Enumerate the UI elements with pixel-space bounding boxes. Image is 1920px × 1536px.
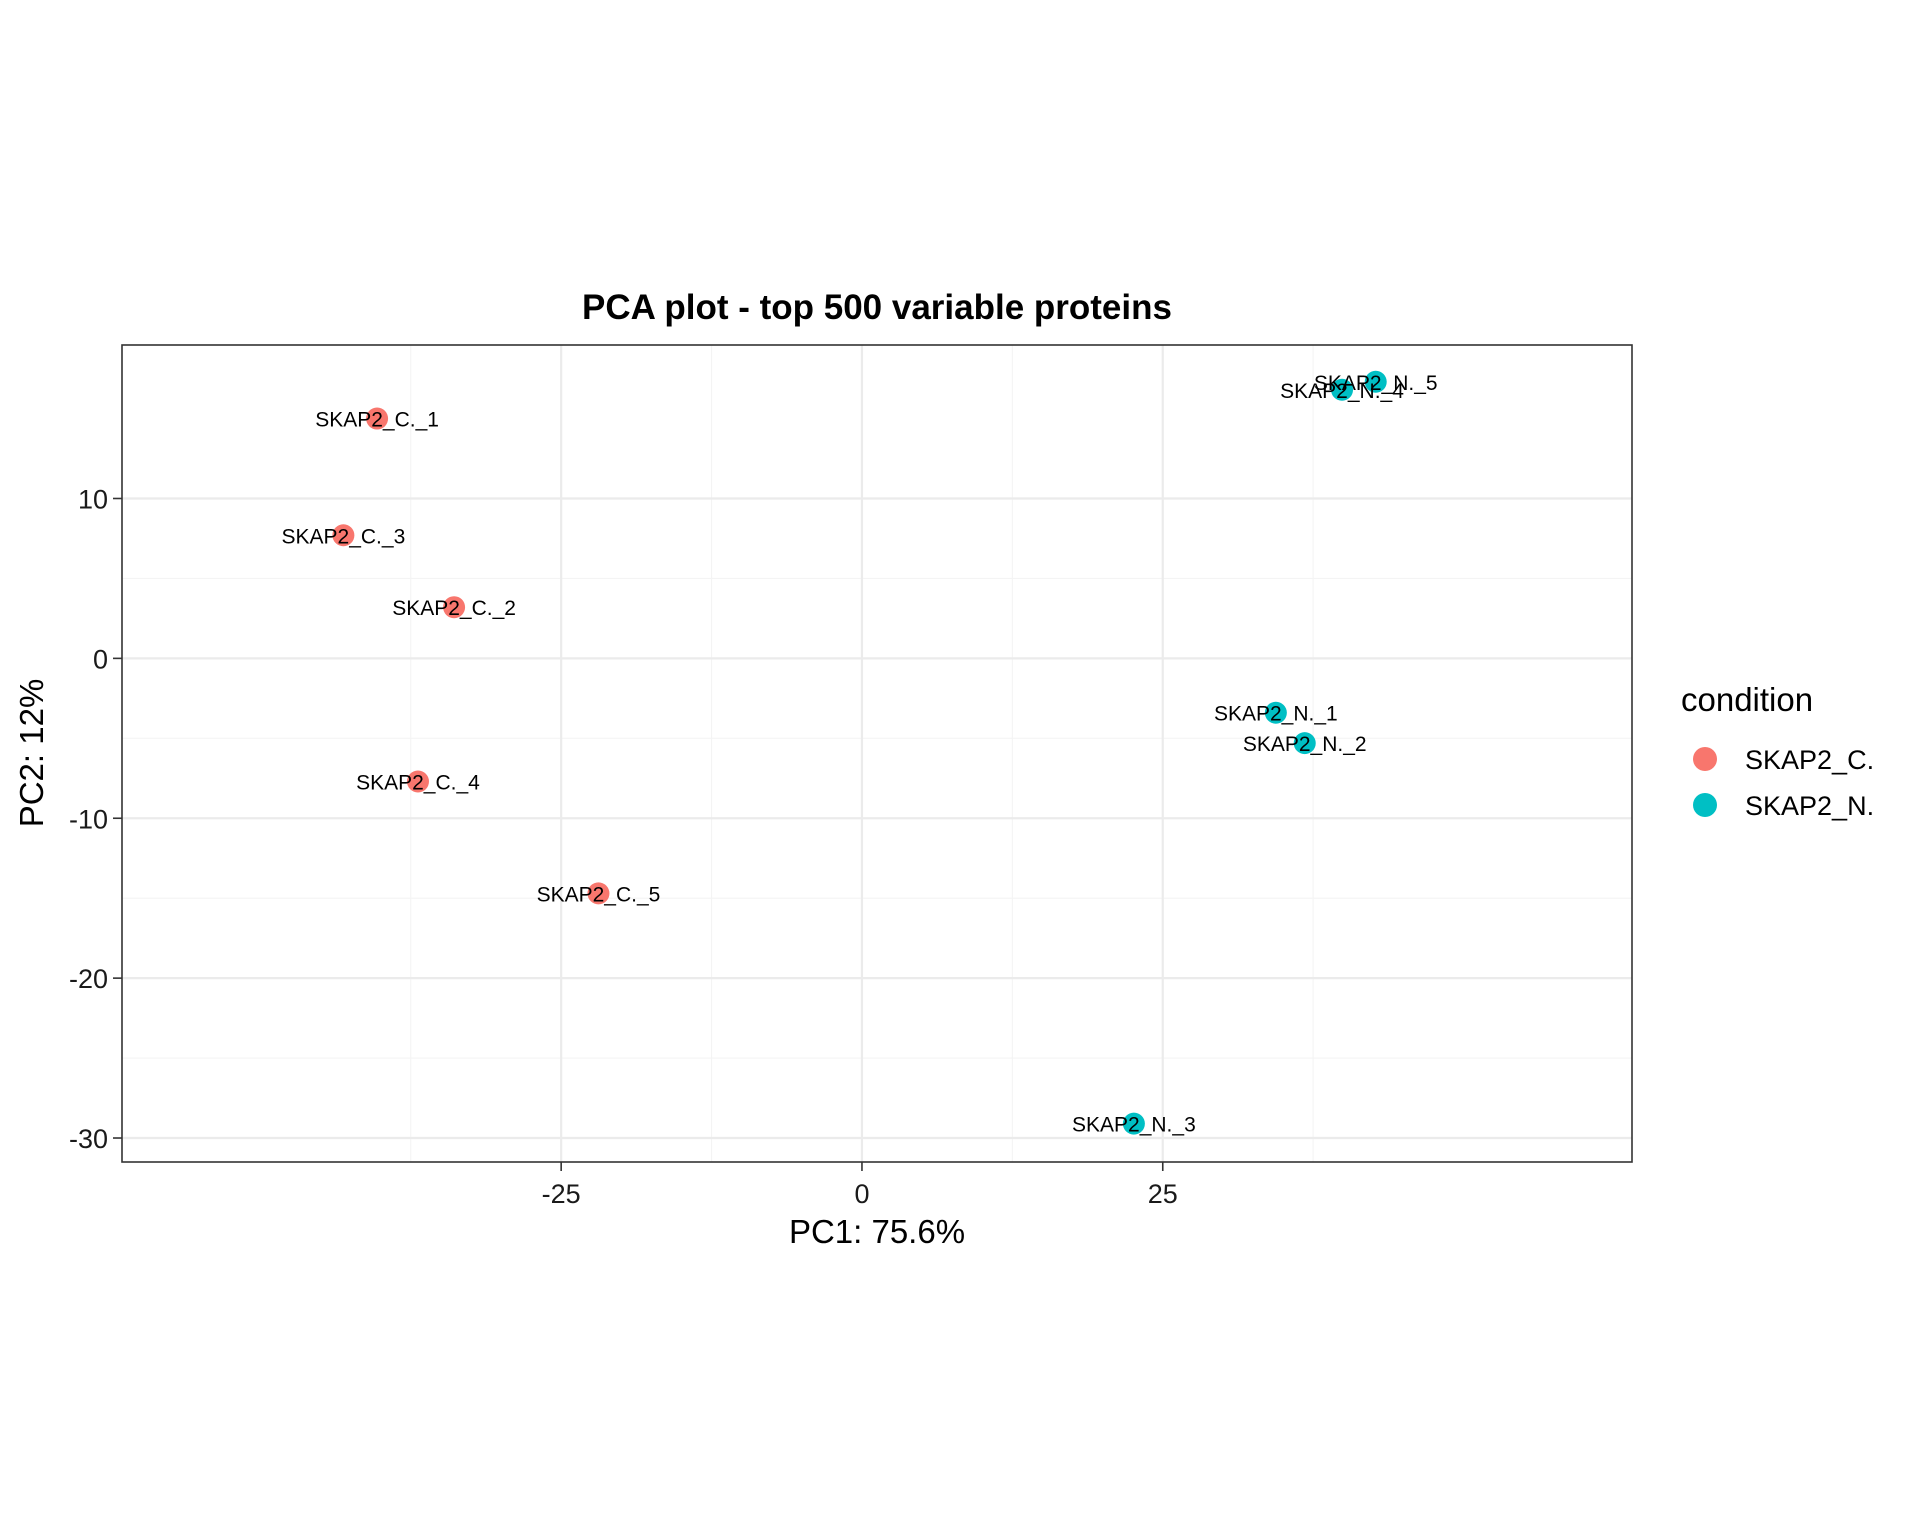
point-label: SKAP2_N._2	[1243, 733, 1367, 756]
point-label: SKAP2_N._3	[1072, 1114, 1196, 1137]
data-point	[1264, 701, 1287, 724]
point-label: SKAP2_C._5	[537, 883, 661, 906]
legend: condition SKAP2_C. SKAP2_N.	[1681, 681, 1874, 821]
y-tick-label: 10	[78, 484, 108, 514]
y-axis-title: PC2: 12%	[13, 679, 50, 828]
point-label: SKAP2_C._1	[315, 409, 439, 432]
y-tick-label: -30	[69, 1124, 108, 1154]
legend-label: SKAP2_C.	[1745, 745, 1874, 775]
axis-ticks: -25 0 25 10 0 -10 -20 -30	[69, 484, 1178, 1209]
data-points	[332, 370, 1387, 1135]
data-point	[587, 882, 610, 905]
y-tick-label: -10	[69, 804, 108, 834]
x-tick-label: 25	[1148, 1179, 1178, 1209]
x-axis-title: PC1: 75.6%	[789, 1213, 965, 1250]
data-point	[443, 596, 466, 619]
chart-title: PCA plot - top 500 variable proteins	[582, 288, 1172, 327]
data-point	[1364, 370, 1387, 393]
point-labels: SKAP2_C._1 SKAP2_C._3 SKAP2_C._2 SKAP2_C._4…	[282, 372, 1438, 1137]
point-label: SKAP2_C._3	[282, 525, 406, 548]
point-label: SKAP2_N._4	[1280, 380, 1404, 403]
legend-key	[1693, 793, 1717, 817]
data-point	[1331, 378, 1354, 401]
plot-panel-border	[121, 344, 1633, 1163]
y-tick-label: -20	[69, 964, 108, 994]
point-label: SKAP2_C._2	[392, 597, 516, 620]
legend-title: condition	[1681, 681, 1813, 718]
x-tick-label: -25	[542, 1179, 581, 1209]
data-point	[406, 770, 429, 793]
point-label: SKAP2_C._4	[356, 771, 480, 794]
data-point	[332, 524, 355, 547]
grid	[122, 345, 1632, 1162]
legend-label: SKAP2_N.	[1745, 791, 1874, 821]
data-point	[1122, 1112, 1145, 1135]
point-label: SKAP2_N._1	[1214, 703, 1338, 726]
legend-key	[1693, 747, 1717, 771]
y-tick-label: 0	[93, 644, 108, 674]
x-tick-label: 0	[854, 1179, 869, 1209]
point-label: SKAP2_N._5	[1314, 372, 1438, 395]
data-point	[1293, 732, 1316, 755]
data-point	[366, 407, 389, 430]
